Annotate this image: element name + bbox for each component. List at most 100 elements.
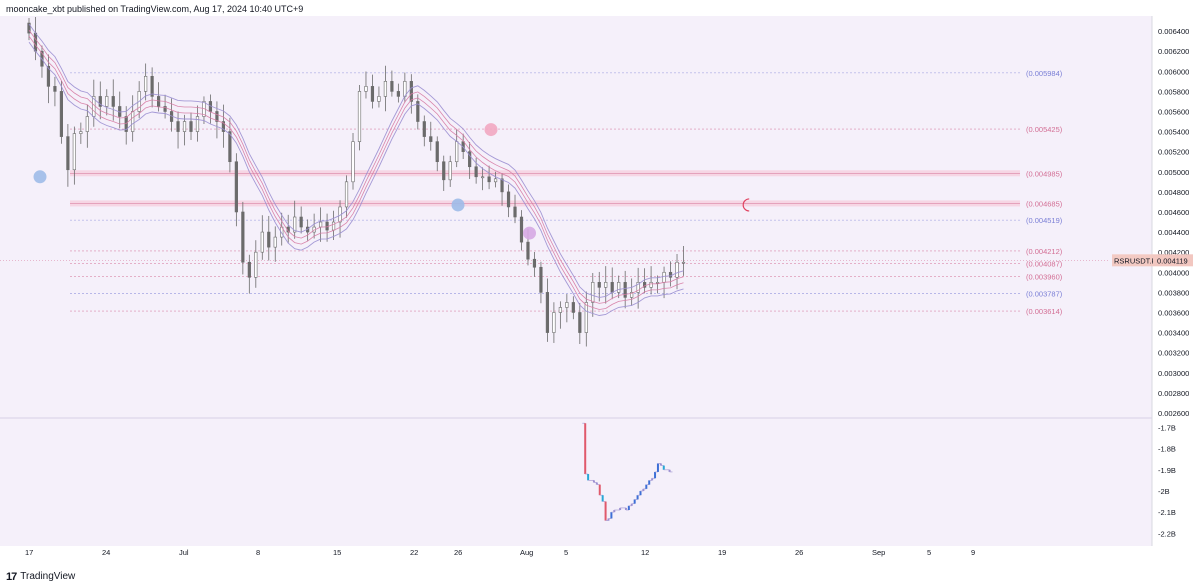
candle-body	[98, 96, 102, 107]
footer-brand: TradingView	[20, 571, 76, 582]
candle-body	[500, 178, 504, 193]
price-tick-label: 0.002600	[1158, 409, 1189, 418]
time-tick-label: 24	[102, 548, 110, 557]
price-tick-label: 0.003800	[1158, 288, 1189, 297]
level-label: (0.004212)	[1026, 247, 1063, 256]
level-label: (0.003614)	[1026, 307, 1063, 316]
price-tick-label: 0.005200	[1158, 148, 1189, 157]
candle-body	[604, 282, 608, 288]
candle-body	[344, 181, 349, 208]
candle-body	[429, 136, 433, 142]
candle-body	[597, 282, 601, 288]
signal-marker	[484, 123, 498, 137]
candle-body	[442, 161, 446, 181]
time-tick-label: 26	[454, 548, 462, 557]
osc-tick-label: -1.8B	[1158, 445, 1176, 454]
candle-body	[481, 176, 485, 179]
candle-body	[182, 121, 187, 132]
level-label: (0.003787)	[1026, 290, 1063, 299]
publish-header: mooncake_xbt published on TradingView.co…	[6, 4, 304, 14]
price-tick-label: 0.004000	[1158, 268, 1189, 277]
candle-body	[157, 96, 161, 107]
candle-body	[591, 282, 595, 303]
candle-body	[435, 141, 439, 163]
candle-body	[299, 216, 303, 228]
candle-body	[27, 22, 31, 34]
candle-body	[79, 131, 83, 134]
osc-tick-label: -1.9B	[1158, 466, 1176, 475]
level-label: (0.004685)	[1026, 199, 1063, 208]
candle-body	[623, 282, 627, 298]
chart-svg[interactable]: (0.005984) (0.005425) (0.004985) (0.004685)…	[0, 16, 1200, 567]
candle-body	[539, 266, 543, 293]
time-tick-label: 22	[410, 548, 418, 557]
candle-body	[260, 231, 264, 253]
candle-body	[215, 111, 219, 122]
candle-body	[487, 176, 491, 183]
candle-body	[643, 282, 647, 288]
candle-body	[59, 91, 64, 137]
time-tick-label: 26	[795, 548, 803, 557]
candle-body	[254, 251, 258, 278]
candle-body	[416, 101, 420, 122]
candle-body	[105, 96, 109, 107]
candle-body	[519, 216, 524, 243]
time-tick-label: 12	[641, 548, 649, 557]
candle-body	[377, 96, 381, 102]
level-label: (0.005984)	[1026, 69, 1063, 78]
candle-body	[474, 166, 478, 178]
candle-body	[655, 282, 660, 284]
candle-body	[649, 282, 653, 288]
last-price-tag-bg	[1153, 254, 1193, 267]
candle-body	[558, 307, 562, 313]
signal-marker	[451, 198, 465, 212]
level-label: (0.003960)	[1026, 272, 1063, 281]
candle-body	[111, 96, 115, 107]
price-tick-label: 0.003000	[1158, 369, 1189, 378]
osc-tick-label: -2.2B	[1158, 529, 1176, 538]
candle-body	[124, 116, 128, 132]
symbol-tag: RSRUSDT.P	[1114, 256, 1157, 265]
ma-band-line	[28, 41, 684, 316]
candle-body	[390, 81, 394, 92]
price-tick-label: 0.003400	[1158, 329, 1189, 338]
time-tick-label: Aug	[520, 548, 533, 557]
signal-marker	[33, 170, 47, 184]
time-tick-label: 17	[25, 548, 33, 557]
level-label: (0.004985)	[1026, 169, 1063, 178]
candle-body	[33, 32, 38, 52]
time-tick-label: 8	[256, 548, 260, 557]
candle-body	[221, 121, 226, 132]
price-tick-label: 0.006000	[1158, 67, 1189, 76]
time-tick-label: 5	[564, 548, 568, 557]
candles-group	[27, 16, 686, 347]
price-tick-label: 0.005000	[1158, 168, 1189, 177]
price-tick-label: 0.004600	[1158, 208, 1189, 217]
chart-area[interactable]: (0.005984) (0.005425) (0.004985) (0.004685)…	[0, 16, 1200, 567]
candle-body	[409, 81, 413, 102]
price-tick-label: 0.005400	[1158, 128, 1189, 137]
last-price-tag: 0.004119	[1157, 256, 1188, 265]
candle-body	[53, 86, 57, 92]
ma-band-line	[28, 29, 684, 304]
level-label: (0.005425)	[1026, 125, 1063, 134]
time-tick-label: 19	[718, 548, 726, 557]
osc-tick-label: -1.7B	[1158, 423, 1176, 432]
time-tick-label: Sep	[872, 548, 885, 557]
candle-body	[364, 86, 368, 92]
candle-body	[66, 136, 70, 171]
level-label: (0.004087)	[1026, 260, 1063, 269]
candle-body	[630, 292, 634, 298]
candle-body	[662, 271, 666, 283]
candle-body	[578, 312, 582, 333]
candle-body	[396, 91, 400, 97]
candle-body	[273, 236, 277, 248]
price-tick-label: 0.006200	[1158, 47, 1189, 56]
candle-body	[131, 111, 135, 132]
candle-body	[370, 86, 375, 102]
candle-body	[176, 121, 180, 132]
candle-body	[319, 221, 323, 228]
candle-body	[532, 258, 537, 268]
candle-body	[513, 206, 517, 218]
candle-body	[565, 302, 569, 308]
